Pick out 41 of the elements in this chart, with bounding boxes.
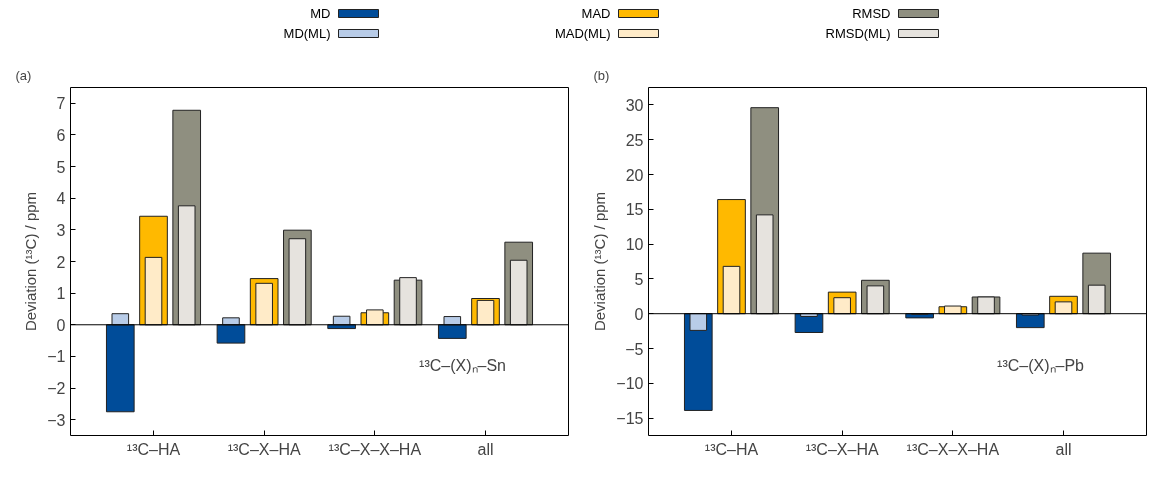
annotation: ¹³C–(X)ₙ–Pb (997, 357, 1085, 375)
chart-title: (a) (15, 67, 32, 83)
y-tick-label: 25 (625, 131, 644, 149)
x-tick-label: ¹³C–X–X–HA (328, 440, 422, 458)
y-tick-label: 15 (625, 201, 644, 219)
y-tick-label: 0 (56, 316, 66, 334)
y-tick-label: 20 (625, 166, 644, 184)
x-tick-label: all (1055, 440, 1072, 458)
legend-label: MD (310, 6, 331, 21)
x-tick-label: ¹³C–X–HA (227, 440, 301, 458)
y-axis-title: Deviation (¹³C) / ppm (591, 191, 609, 332)
y-tick-label: 7 (56, 95, 66, 113)
x-tick-label: ¹³C–X–HA (805, 440, 879, 458)
y-tick-label: −3 (47, 411, 66, 429)
legend-label: MD(ML) (283, 26, 331, 41)
y-tick-label: −1 (47, 348, 66, 366)
y-tick-label: 2 (56, 253, 66, 271)
x-tick-label: ¹³C–X–X–HA (906, 440, 1000, 458)
legend-label: RMSD (852, 6, 891, 21)
y-axis-title: Deviation (¹³C) / ppm (22, 191, 40, 332)
y-tick-label: 1 (56, 285, 66, 303)
annotation: ¹³C–(X)ₙ–Sn (419, 357, 507, 375)
y-tick-label: 30 (625, 96, 644, 114)
legend-label: RMSD(ML) (825, 26, 891, 41)
y-tick-label: −2 (47, 380, 66, 398)
y-tick-label: 4 (56, 190, 66, 208)
y-tick-label: 3 (56, 221, 66, 239)
y-tick-label: 5 (56, 158, 66, 176)
y-tick-label: −10 (616, 375, 644, 393)
chart-title: (b) (593, 67, 610, 83)
legend-label: MAD (581, 6, 611, 21)
y-tick-label: −5 (625, 340, 644, 358)
x-tick-label: ¹³C–HA (126, 440, 181, 458)
y-tick-label: 5 (634, 270, 644, 288)
x-tick-label: all (477, 440, 494, 458)
y-tick-label: −15 (616, 410, 644, 428)
y-tick-label: 10 (625, 236, 644, 254)
x-tick-label: ¹³C–HA (704, 440, 759, 458)
y-tick-label: 6 (56, 126, 66, 144)
y-tick-label: 0 (634, 305, 644, 323)
legend-label: MAD(ML) (554, 26, 611, 41)
